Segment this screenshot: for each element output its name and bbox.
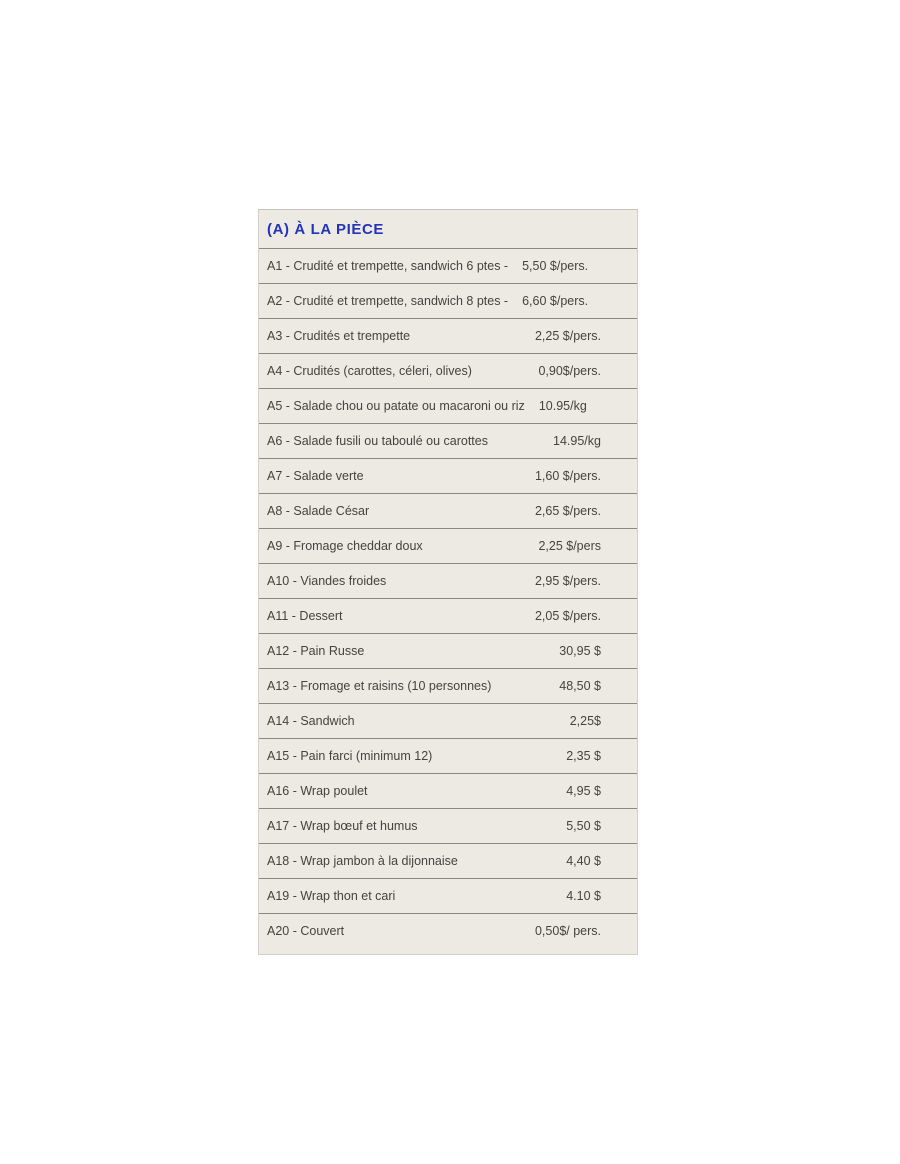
menu-item-row: A9 - Fromage cheddar doux 2,25 $/pers bbox=[259, 528, 637, 563]
item-price: 0,90$/pers. bbox=[538, 364, 601, 378]
item-label: A3 - Crudités et trempette bbox=[267, 329, 411, 343]
menu-panel: (A) À LA PIÈCE A1 - Crudité et trempette… bbox=[258, 209, 638, 955]
item-price: 2,25$ bbox=[569, 714, 601, 728]
menu-item-row: A11 - Dessert 2,05 $/pers. bbox=[259, 598, 637, 633]
item-label: A10 - Viandes froides bbox=[267, 574, 387, 588]
item-price: 14.95/kg bbox=[553, 434, 601, 448]
item-label: A17 - Wrap bœuf et humus bbox=[267, 819, 418, 833]
item-label: A1 - Crudité et trempette, sandwich 6 pt… bbox=[267, 259, 509, 273]
item-price: 48,50 $ bbox=[559, 679, 601, 693]
item-price: 6,60 $/pers. bbox=[522, 294, 589, 308]
menu-item-row: A13 - Fromage et raisins (10 personnes) … bbox=[259, 668, 637, 703]
menu-item-row: A7 - Salade verte 1,60 $/pers. bbox=[259, 458, 637, 493]
menu-item-row: A4 - Crudités (carottes, céleri, olives)… bbox=[259, 353, 637, 388]
section-title: (A) À LA PIÈCE bbox=[267, 221, 385, 238]
item-price: 2,25 $/pers. bbox=[534, 329, 601, 343]
item-label: A20 - Couvert bbox=[267, 924, 345, 938]
item-price: 4.10 $ bbox=[566, 889, 601, 903]
menu-item-row: A19 - Wrap thon et cari 4.10 $ bbox=[259, 878, 637, 913]
item-price: 5,50 $ bbox=[566, 819, 601, 833]
item-price: 10.95/kg bbox=[538, 399, 587, 413]
item-price: 2,05 $/pers. bbox=[534, 609, 601, 623]
item-price: 2,65 $/pers. bbox=[534, 504, 601, 518]
item-label: A4 - Crudités (carottes, céleri, olives) bbox=[267, 364, 472, 378]
menu-item-row: A14 - Sandwich 2,25$ bbox=[259, 703, 637, 738]
item-label: A14 - Sandwich bbox=[267, 714, 355, 728]
menu-item-row: A8 - Salade César 2,65 $/pers. bbox=[259, 493, 637, 528]
menu-item-row: A3 - Crudités et trempette 2,25 $/pers. bbox=[259, 318, 637, 353]
item-label: A13 - Fromage et raisins (10 personnes) bbox=[267, 679, 492, 693]
item-price: 2,35 $ bbox=[566, 749, 601, 763]
item-label: A7 - Salade verte bbox=[267, 469, 364, 483]
item-price: 30,95 $ bbox=[559, 644, 601, 658]
menu-item-row: A1 - Crudité et trempette, sandwich 6 pt… bbox=[259, 248, 637, 283]
item-label: A15 - Pain farci (minimum 12) bbox=[267, 749, 433, 763]
price-list: A1 - Crudité et trempette, sandwich 6 pt… bbox=[259, 248, 637, 948]
menu-item-row: A17 - Wrap bœuf et humus 5,50 $ bbox=[259, 808, 637, 843]
item-price: 2,25 $/pers bbox=[538, 539, 601, 553]
item-label: A2 - Crudité et trempette, sandwich 8 pt… bbox=[267, 294, 509, 308]
item-label: A18 - Wrap jambon à la dijonnaise bbox=[267, 854, 458, 868]
item-label: A9 - Fromage cheddar doux bbox=[267, 539, 423, 553]
menu-item-row: A2 - Crudité et trempette, sandwich 8 pt… bbox=[259, 283, 637, 318]
item-label: A16 - Wrap poulet bbox=[267, 784, 368, 798]
menu-item-row: A18 - Wrap jambon à la dijonnaise 4,40 $ bbox=[259, 843, 637, 878]
item-price: 4,40 $ bbox=[566, 854, 601, 868]
menu-item-row: A15 - Pain farci (minimum 12) 2,35 $ bbox=[259, 738, 637, 773]
item-label: A12 - Pain Russe bbox=[267, 644, 365, 658]
item-label: A11 - Dessert bbox=[267, 609, 343, 623]
menu-item-row: A12 - Pain Russe 30,95 $ bbox=[259, 633, 637, 668]
menu-item-row: A6 - Salade fusili ou taboulé ou carotte… bbox=[259, 423, 637, 458]
item-label: A6 - Salade fusili ou taboulé ou carotte… bbox=[267, 434, 488, 448]
item-label: A5 - Salade chou ou patate ou macaroni o… bbox=[267, 399, 525, 413]
menu-item-row: A20 - Couvert 0,50$/ pers. bbox=[259, 913, 637, 948]
menu-item-row: A5 - Salade chou ou patate ou macaroni o… bbox=[259, 388, 637, 423]
item-price: 1,60 $/pers. bbox=[534, 469, 601, 483]
item-price: 0,50$/ pers. bbox=[534, 924, 601, 938]
item-price: 2,95 $/pers. bbox=[534, 574, 601, 588]
item-label: A8 - Salade César bbox=[267, 504, 370, 518]
menu-item-row: A16 - Wrap poulet 4,95 $ bbox=[259, 773, 637, 808]
item-label: A19 - Wrap thon et cari bbox=[267, 889, 396, 903]
item-price: 4,95 $ bbox=[566, 784, 601, 798]
item-price: 5,50 $/pers. bbox=[522, 259, 589, 273]
menu-item-row: A10 - Viandes froides 2,95 $/pers. bbox=[259, 563, 637, 598]
